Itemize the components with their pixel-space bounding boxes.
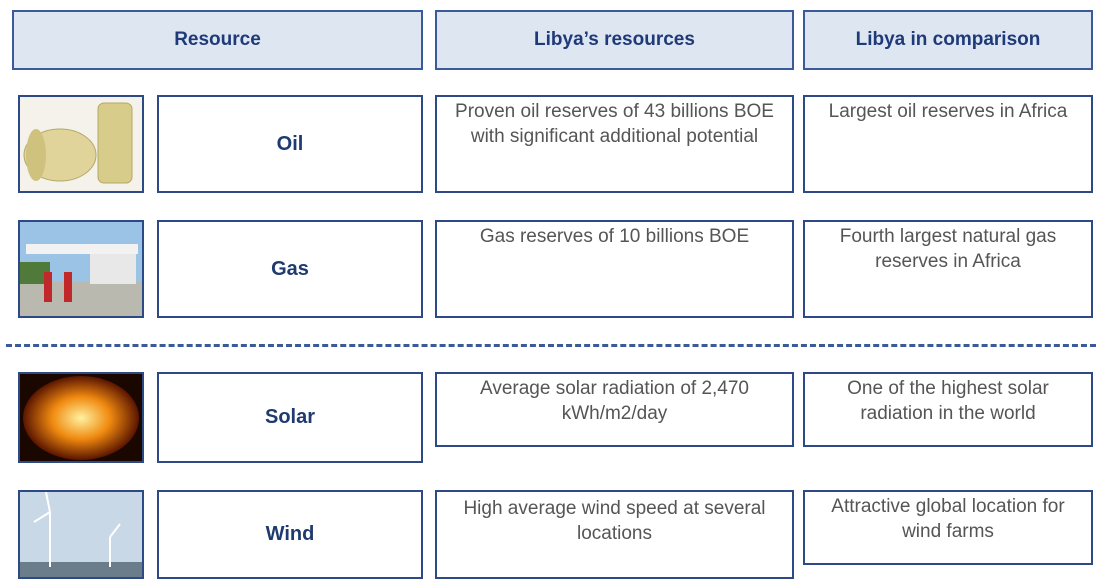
header-cell: Libya’s resources [435, 10, 794, 70]
wind-turbines [20, 492, 142, 577]
resources-cell: High average wind speed at several locat… [435, 490, 794, 579]
sun [23, 376, 139, 460]
comparison-cell: Fourth largest natural gas reserves in A… [803, 220, 1093, 318]
header-cell: Libya in comparison [803, 10, 1093, 70]
wind-image [18, 490, 144, 579]
resource-name: Wind [157, 490, 423, 579]
gas-station [20, 244, 142, 316]
header-cell: Resource [12, 10, 423, 70]
comparison-cell: One of the highest solar radiation in th… [803, 372, 1093, 447]
resources-cell: Gas reserves of 10 billions BOE [435, 220, 794, 318]
solar-image [18, 372, 144, 463]
resource-name: Gas [157, 220, 423, 318]
comparison-cell: Largest oil reserves in Africa [803, 95, 1093, 193]
separator [6, 344, 1096, 347]
oil-barrels [23, 102, 133, 184]
resource-name: Solar [157, 372, 423, 463]
resources-cell: Average solar radiation of 2,470 kWh/m2/… [435, 372, 794, 447]
gas-image [18, 220, 144, 318]
resources-cell: Proven oil reserves of 43 billions BOE w… [435, 95, 794, 193]
resource-name: Oil [157, 95, 423, 193]
comparison-cell: Attractive global location for wind farm… [803, 490, 1093, 565]
oil-image [18, 95, 144, 193]
